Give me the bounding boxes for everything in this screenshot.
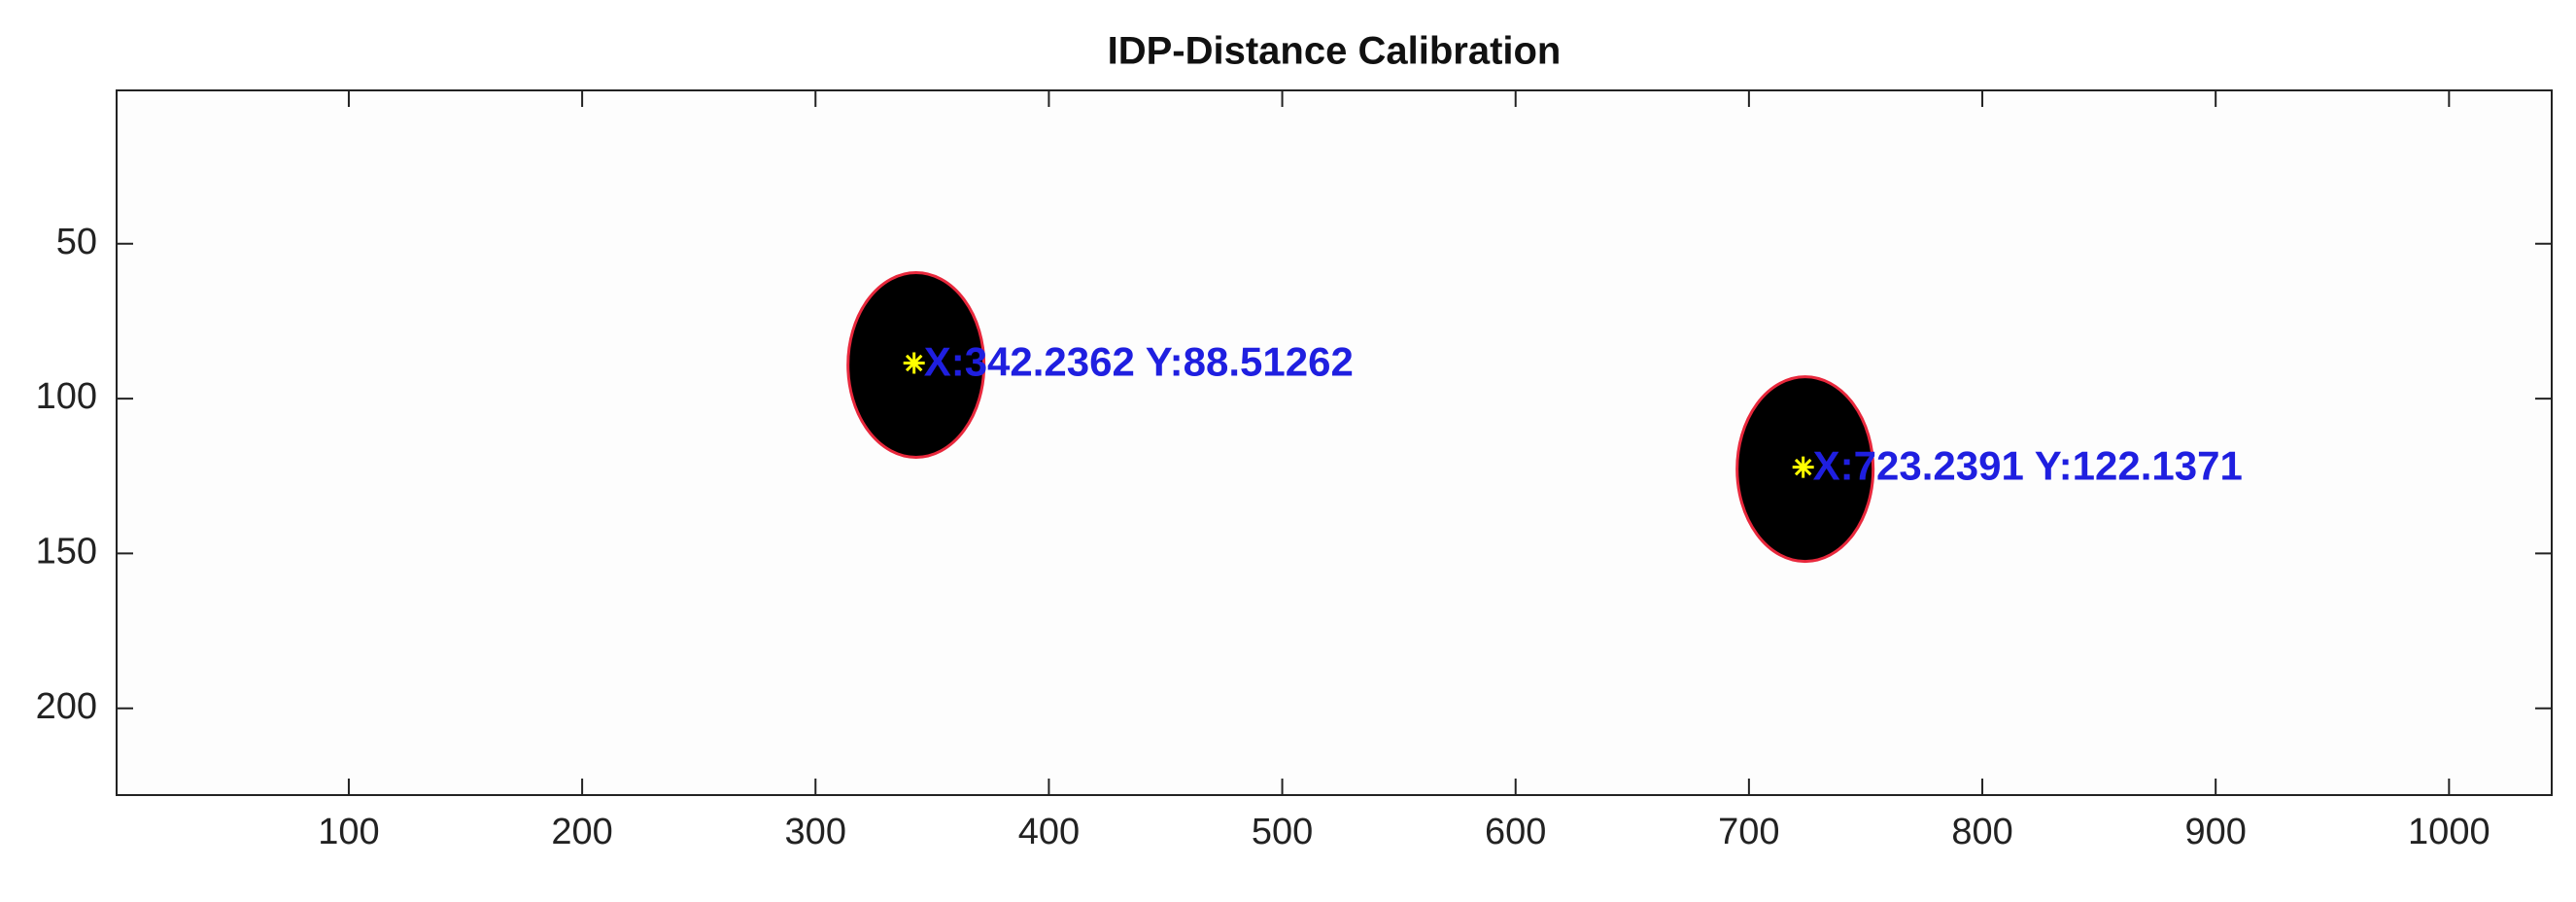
y-tick-label: 100: [36, 376, 97, 417]
x-tick-label: 800: [1951, 812, 2012, 852]
plot-area: [116, 89, 2553, 796]
y-tick-label: 50: [56, 222, 97, 262]
x-tick-label: 200: [551, 812, 612, 852]
x-tick-label: 700: [1718, 812, 1779, 852]
x-tick-label: 900: [2184, 812, 2246, 852]
x-tick-label: 500: [1252, 812, 1313, 852]
x-tick-label: 600: [1485, 812, 1546, 852]
marker-stroke: [1794, 458, 1812, 476]
x-tick-label: 400: [1018, 812, 1080, 852]
y-tick-label: 150: [36, 531, 97, 572]
marker: [1792, 456, 1814, 478]
marker: [903, 352, 925, 374]
data-label: X:723.2391 Y:122.1371: [1813, 443, 2243, 489]
x-tick-label: 1000: [2408, 812, 2490, 852]
data-label: X:342.2362 Y:88.51262: [924, 339, 1354, 385]
x-tick-label: 100: [318, 812, 379, 852]
chart-title: IDP-Distance Calibration: [1108, 30, 1562, 73]
marker-stroke: [905, 354, 923, 372]
y-tick-label: 200: [36, 686, 97, 727]
x-tick-label: 300: [785, 812, 846, 852]
